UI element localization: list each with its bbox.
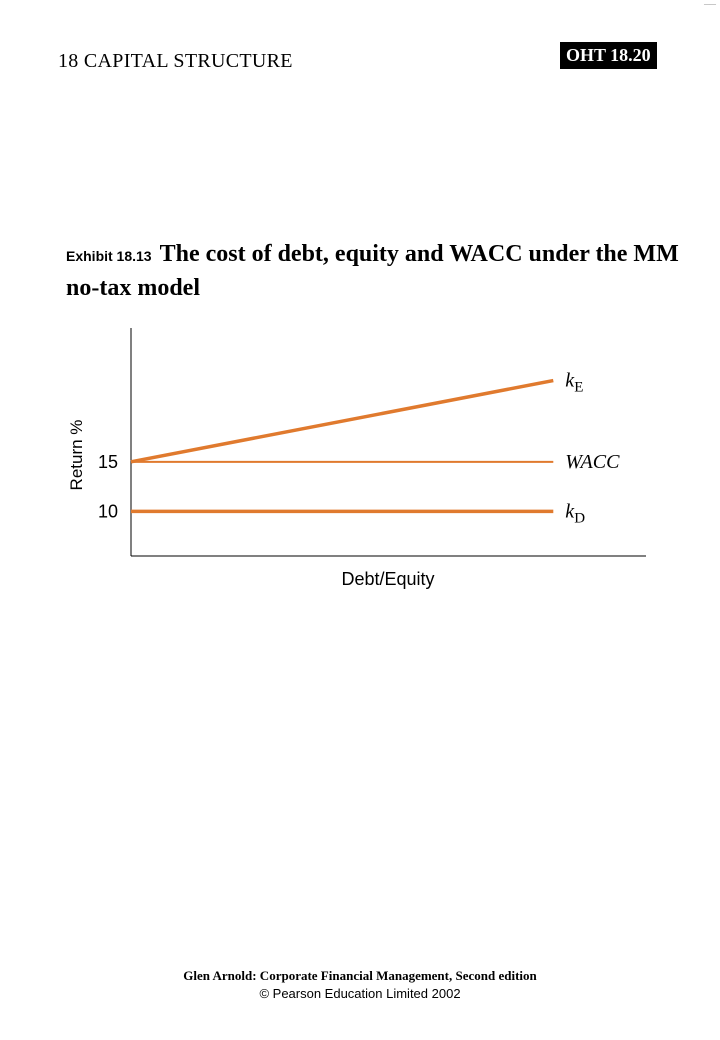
- series-label-ke: kE: [565, 370, 583, 396]
- x-axis-label: Debt/Equity: [341, 569, 434, 589]
- chart: 15 10 kE WACC kD Debt/Equity Return %: [67, 328, 646, 589]
- exhibit-number: Exhibit 18.13: [66, 248, 152, 264]
- series-line-ke: [130, 378, 554, 464]
- series-label-wacc: WACC: [565, 451, 620, 473]
- y-tick-label: 10: [98, 501, 118, 521]
- chapter-heading: 18 CAPITAL STRUCTURE: [58, 50, 293, 72]
- corner-mark: ——: [704, 2, 716, 8]
- footer-copyright: © Pearson Education Limited 2002: [259, 986, 461, 1001]
- oht-badge: OHT 18.20: [560, 42, 657, 69]
- footer: Glen Arnold: Corporate Financial Managem…: [0, 968, 720, 1001]
- y-axis-label: Return %: [67, 420, 86, 491]
- exhibit-caption: Exhibit 18.13 The cost of debt, equity an…: [66, 238, 686, 304]
- exhibit-title: The cost of debt, equity and WACC under …: [66, 241, 679, 301]
- series-label-kd: kD: [565, 500, 585, 526]
- footer-author: Glen Arnold: Corporate Financial Managem…: [183, 968, 537, 983]
- y-tick-label: 15: [98, 452, 118, 472]
